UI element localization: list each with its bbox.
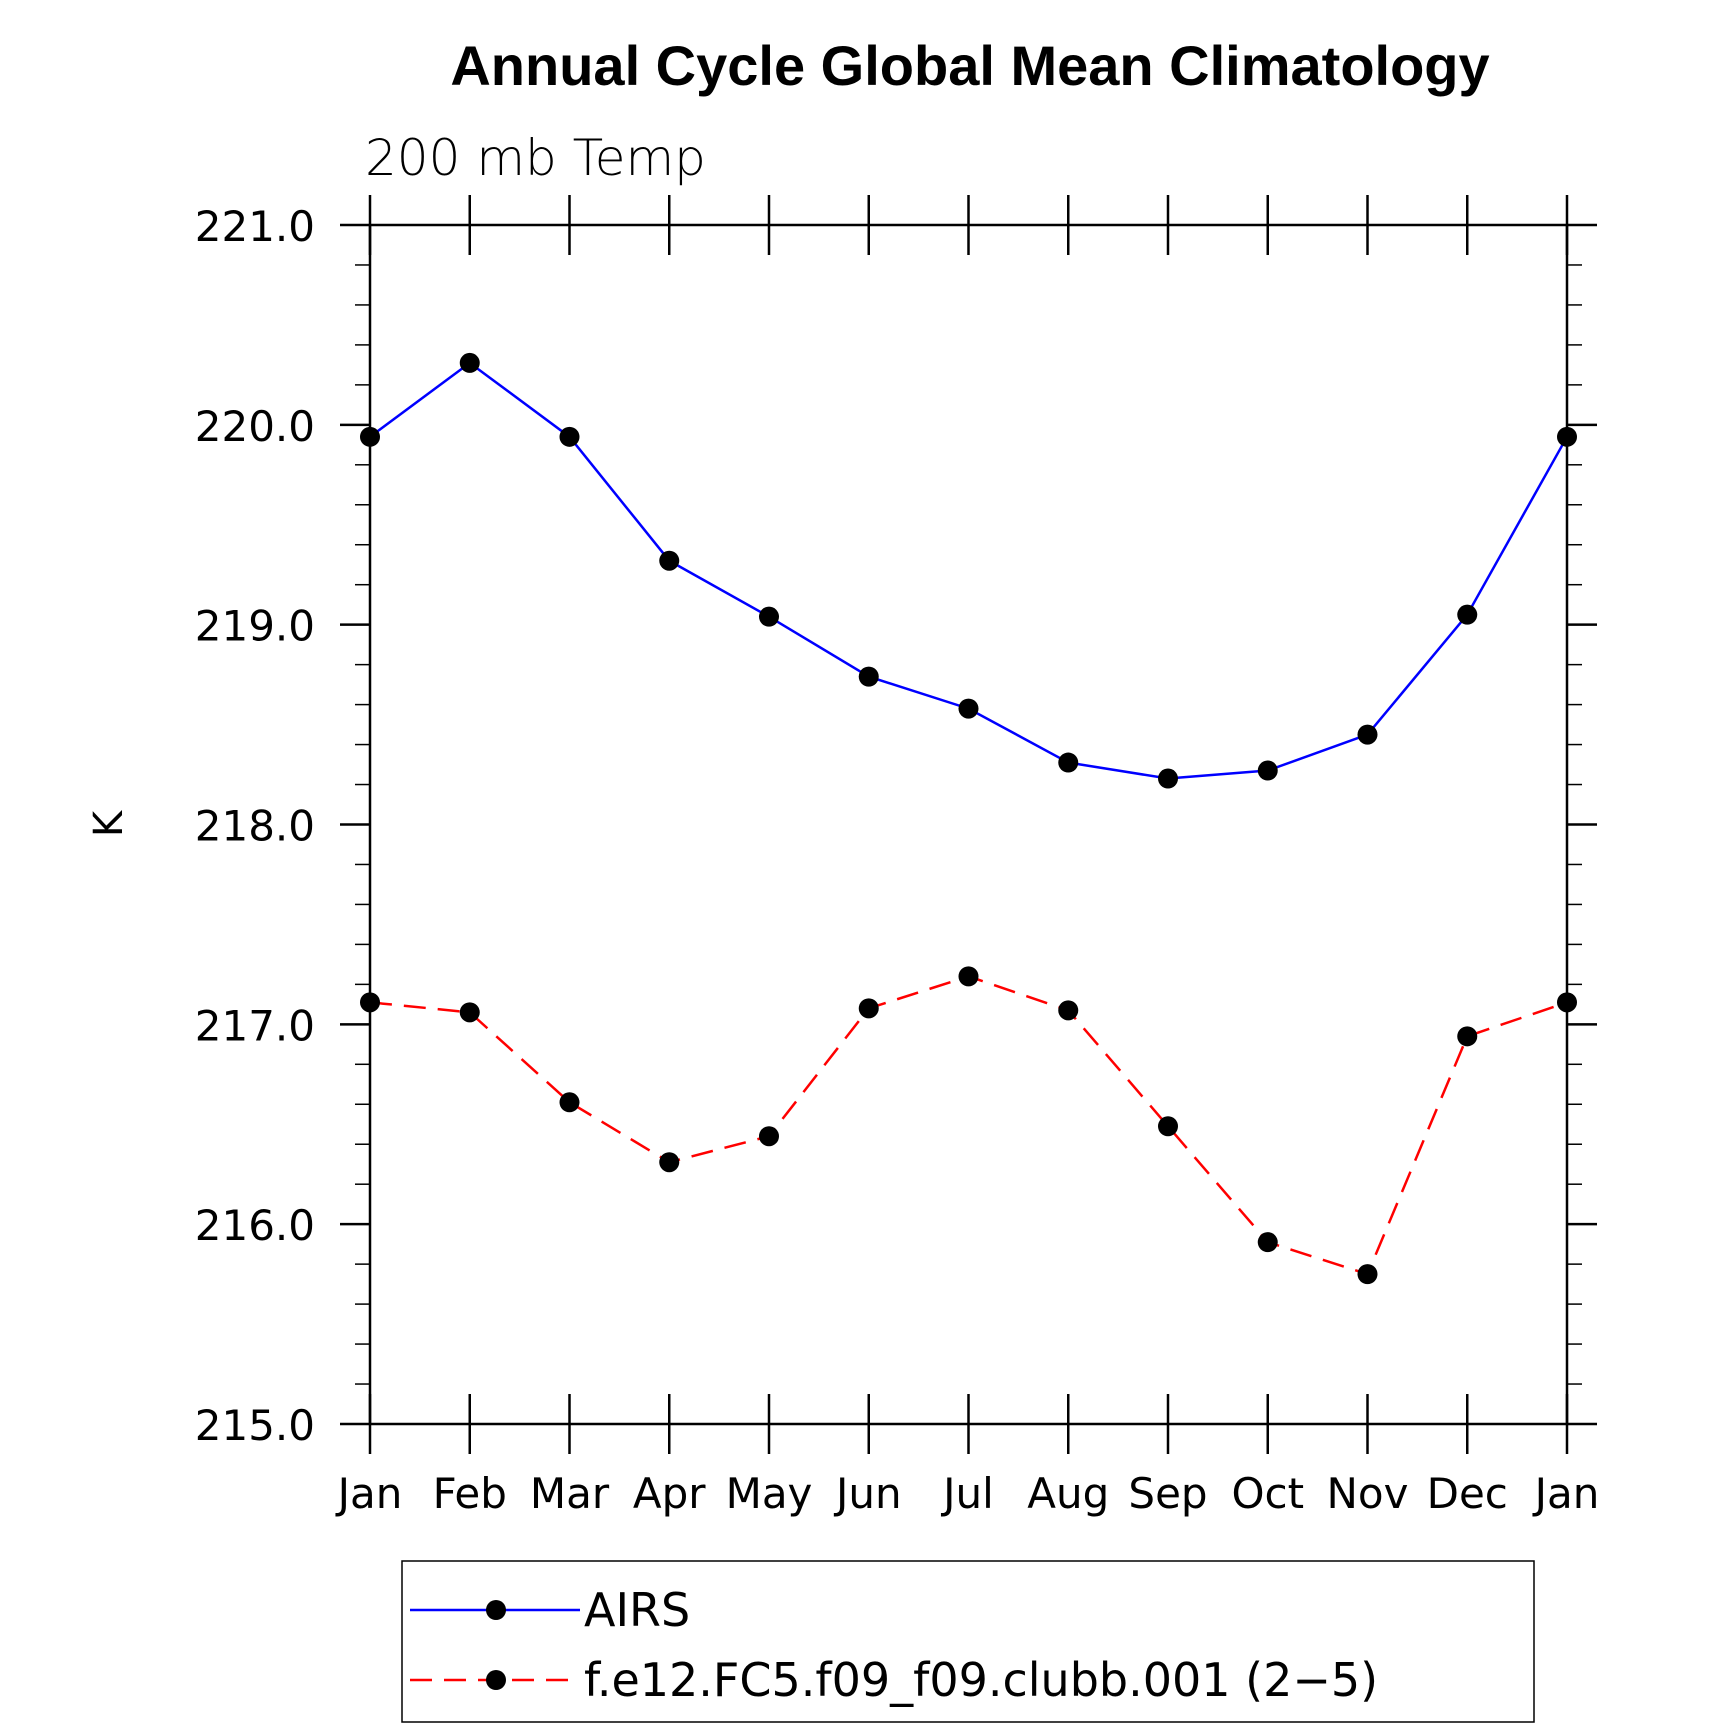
x-tick-label: Oct <box>1231 1469 1304 1518</box>
legend-label: f.e12.FC5.f09_f09.clubb.001 (2−5) <box>584 1653 1378 1707</box>
x-tick-label: May <box>726 1469 813 1518</box>
y-tick-label: 220.0 <box>195 402 315 451</box>
data-point <box>1058 752 1079 773</box>
legend-entry: AIRS <box>410 1583 690 1637</box>
axis-ticks <box>340 195 1597 1454</box>
legend-label: AIRS <box>584 1583 690 1637</box>
x-tick-label: Nov <box>1327 1469 1409 1518</box>
data-point <box>858 998 879 1019</box>
data-point <box>659 1152 680 1173</box>
x-tick-label: Jan <box>335 1469 403 1518</box>
x-tick-label: Dec <box>1427 1469 1508 1518</box>
y-tick-label: 221.0 <box>195 202 315 251</box>
data-point <box>459 1002 480 1023</box>
data-point <box>360 426 380 447</box>
y-axis-label: K <box>86 809 132 837</box>
x-tick-label: Feb <box>433 1469 507 1518</box>
data-point <box>1158 1116 1178 1137</box>
data-point <box>1257 1232 1278 1253</box>
series-line <box>369 975 1568 1276</box>
series-layer <box>360 352 1577 1285</box>
data-point <box>1457 1026 1478 1047</box>
x-tick-label: Jan <box>1532 1469 1600 1518</box>
y-tick-label: 219.0 <box>195 602 315 651</box>
chart-title: Annual Cycle Global Mean Climatology <box>450 34 1489 97</box>
data-point <box>759 1126 779 1147</box>
y-tick-label: 218.0 <box>195 802 315 851</box>
plot-border <box>368 223 1569 1426</box>
x-tick-label: Jul <box>940 1469 994 1518</box>
y-tick-label: 217.0 <box>195 1001 315 1050</box>
data-point <box>1557 426 1577 447</box>
data-point <box>858 666 879 687</box>
data-point <box>1058 1000 1079 1021</box>
y-tick-label: 216.0 <box>195 1201 315 1250</box>
y-tick-labels: 215.0 216.0 217.0 218.0 219.0 220.0 221.0 <box>195 202 315 1450</box>
x-tick-label: Jun <box>833 1469 902 1518</box>
data-point <box>459 352 480 373</box>
data-point <box>1357 1264 1378 1285</box>
x-tick-label: Aug <box>1027 1469 1109 1518</box>
legend: AIRS f.e12.FC5.f09_f09.clubb.001 (2−5) <box>401 1560 1535 1723</box>
data-point <box>958 966 979 987</box>
data-point <box>559 1092 580 1113</box>
data-point <box>659 550 680 571</box>
x-tick-label: Sep <box>1128 1469 1207 1518</box>
data-point <box>559 426 580 447</box>
legend-marker <box>486 1600 506 1620</box>
data-point <box>759 606 779 627</box>
data-point <box>958 698 979 719</box>
legend-entry: f.e12.FC5.f09_f09.clubb.001 (2−5) <box>410 1653 1378 1707</box>
plot-frame <box>368 223 1569 1426</box>
data-point <box>1557 992 1577 1013</box>
series-2 <box>360 966 1577 1285</box>
legend-marker <box>486 1670 506 1690</box>
data-point <box>1158 768 1178 789</box>
legend-entries: AIRS f.e12.FC5.f09_f09.clubb.001 (2−5) <box>410 1583 1378 1707</box>
data-point <box>1457 604 1478 625</box>
x-tick-label: Apr <box>633 1469 706 1518</box>
y-tick-label: 215.0 <box>195 1401 315 1450</box>
data-point <box>360 992 380 1013</box>
data-point <box>1357 724 1378 745</box>
chart-subtitle: 200 mb Temp <box>365 129 706 187</box>
x-tick-label: Mar <box>530 1469 610 1518</box>
legend-box <box>401 1560 1535 1723</box>
series-1 <box>360 352 1577 789</box>
x-tick-labels: Jan Feb Mar Apr May Jun Jul Aug Sep Oct Nov Dec Jan <box>335 1469 1600 1518</box>
data-point <box>1257 760 1278 781</box>
